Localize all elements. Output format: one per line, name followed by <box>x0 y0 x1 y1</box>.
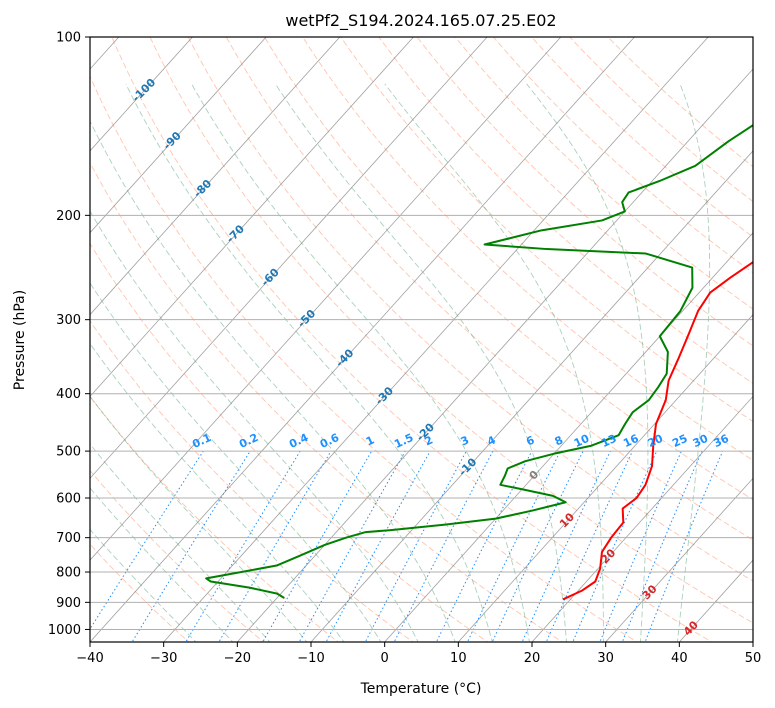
dry-adiabat-line <box>263 37 753 501</box>
x-axis-ticks: −40 −30 −20 −10 0 10 20 30 40 50 <box>76 642 761 666</box>
isotherm-line <box>310 150 753 642</box>
mixing-ratio-label: 20 <box>646 432 666 450</box>
pressure-grid <box>90 37 753 630</box>
moist-adiabat-line <box>90 210 419 642</box>
mixing-ratio-label: 25 <box>670 432 689 450</box>
y-tick-label: 1000 <box>48 623 81 638</box>
isotherm-line <box>90 37 267 234</box>
dry-adiabat-line <box>416 37 753 347</box>
profile-series <box>205 124 753 601</box>
isotherm-line <box>90 37 341 316</box>
mixing-ratio-line <box>364 450 467 642</box>
dry-adiabat-line <box>90 75 638 642</box>
background-lines <box>90 37 753 642</box>
x-tick-label: 10 <box>450 651 467 666</box>
x-tick-label: 50 <box>745 651 762 666</box>
x-tick-label: −30 <box>150 651 177 666</box>
moist-adiabat-line <box>90 528 197 642</box>
y-tick-label: 200 <box>56 209 81 224</box>
x-axis-label: Temperature (°C) <box>360 681 482 697</box>
dewpoint-line <box>205 124 753 599</box>
x-tick-label: −40 <box>76 651 103 666</box>
isotherm-line <box>90 37 193 152</box>
mixing-ratio-label: 36 <box>712 432 732 450</box>
y-tick-label: 900 <box>56 596 81 611</box>
dry-adiabat-line <box>302 37 753 461</box>
moist-adiabat-line <box>526 83 649 642</box>
dry-adiabat-line <box>225 37 753 541</box>
moist-adiabat-line <box>125 83 493 642</box>
x-tick-label: −10 <box>297 651 324 666</box>
plot-frame <box>89 36 754 643</box>
mixing-ratio-label: 13 <box>599 432 618 450</box>
x-tick-label: 0 <box>381 651 389 666</box>
y-tick-label: 300 <box>56 313 81 328</box>
x-tick-label: 40 <box>671 651 688 666</box>
isotherm-line <box>237 68 753 642</box>
mixing-ratio-line <box>218 450 332 642</box>
moist-adiabat-line <box>90 443 271 642</box>
mixing-ratio-label: 10 <box>572 432 592 450</box>
mixing-ratio-line <box>644 450 724 642</box>
mixing-ratio-label: 30 <box>691 432 711 450</box>
moist-adiabat-line <box>384 83 604 642</box>
mixing-ratio-line <box>393 450 494 642</box>
x-tick-label: 30 <box>597 651 614 666</box>
moist-adiabat-line <box>90 342 345 642</box>
y-tick-label: 800 <box>56 566 81 581</box>
isotherm-line <box>458 313 753 642</box>
y-axis-ticks: 100 200 300 400 500 600 700 800 900 1000 <box>48 31 90 638</box>
dry-adiabat-line <box>187 37 753 582</box>
isotherm-line <box>163 37 709 642</box>
mixing-ratio-label: 16 <box>621 432 641 450</box>
isotherm-line <box>384 232 753 642</box>
moist-adiabat-line <box>90 120 456 642</box>
dry-adiabat-line <box>378 37 753 384</box>
moist-adiabat-line <box>191 83 530 642</box>
isotherm-line <box>90 37 562 561</box>
y-tick-label: 600 <box>56 492 81 507</box>
x-tick-label: −20 <box>224 651 251 666</box>
isotherm-line <box>605 477 753 642</box>
mixing-ratio-line <box>90 450 204 630</box>
moist-adiabat-line <box>90 282 382 642</box>
mixing-ratio-line <box>599 450 682 642</box>
mixing-ratio-line <box>621 450 703 642</box>
isotherm-line <box>531 395 753 642</box>
temperature-line <box>562 261 753 601</box>
isotherm-line <box>90 37 414 398</box>
x-tick-label: 20 <box>524 651 541 666</box>
y-tick-label: 500 <box>56 445 81 460</box>
y-axis-label: Pressure (hPa) <box>12 290 28 390</box>
isotherm-line <box>90 37 488 479</box>
mixing-ratio-line <box>131 450 251 642</box>
mixing-ratio-line <box>521 450 611 642</box>
isotherm-line <box>90 37 635 642</box>
moist-adiabat-line <box>90 487 234 642</box>
chart-title: wetPf2_S194.2024.165.07.25.E02 <box>285 11 556 31</box>
moist-adiabat-line <box>90 395 308 642</box>
moist-adiabat-line <box>676 83 711 642</box>
y-tick-label: 400 <box>56 387 81 402</box>
mixing-ratio-line <box>491 450 584 642</box>
y-tick-label: 100 <box>56 31 81 46</box>
y-tick-label: 700 <box>56 531 81 546</box>
